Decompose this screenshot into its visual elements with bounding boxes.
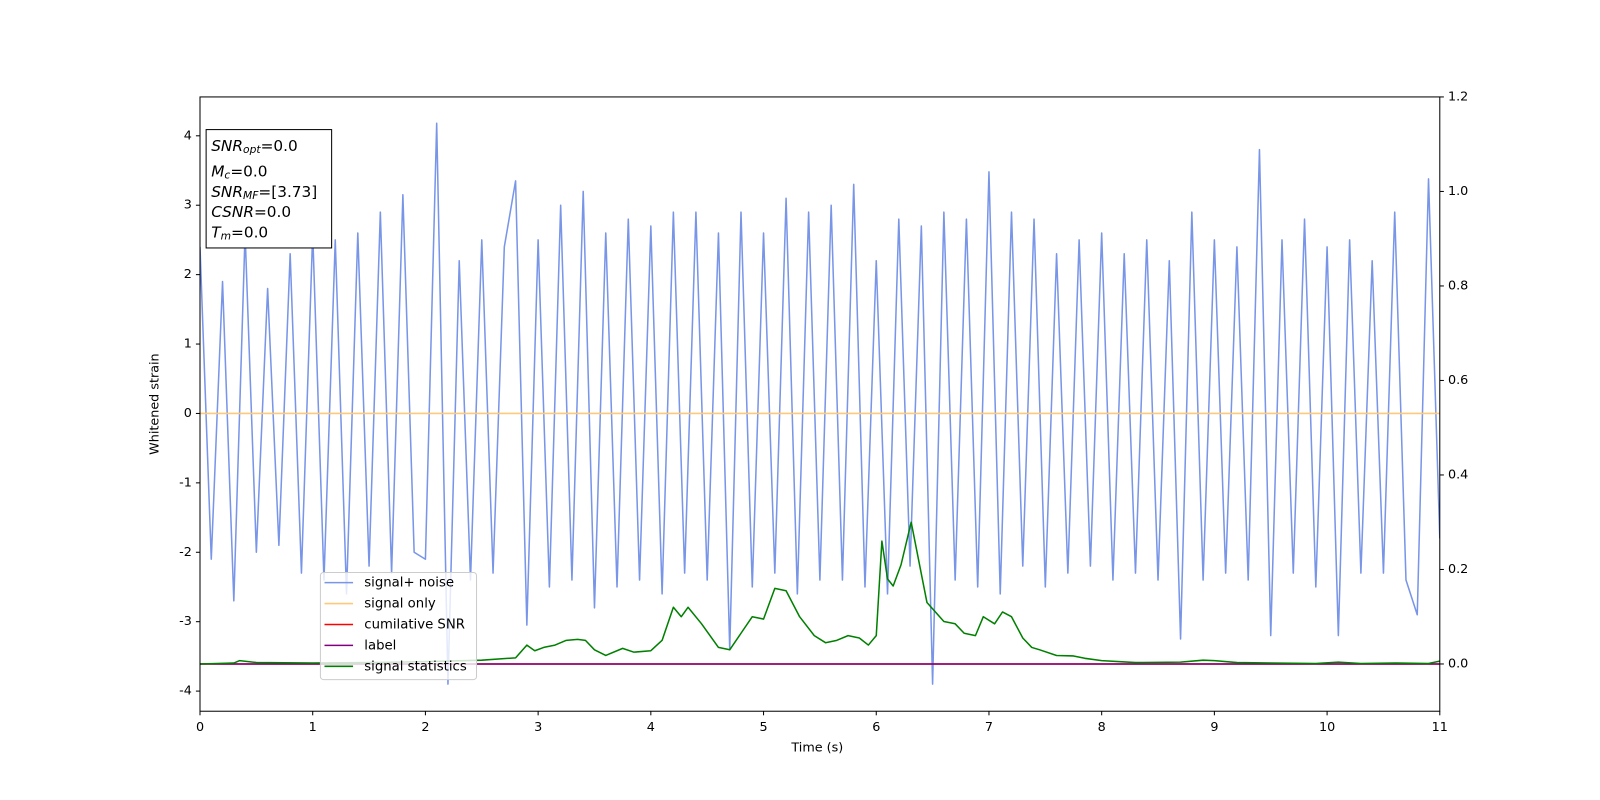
x-tick-label: 0	[196, 720, 204, 735]
y-axis-label: Whitened strain	[148, 353, 163, 454]
annotation-line: SNRMF=[3.73]	[211, 182, 317, 202]
annotation-line: SNRopt=0.0	[211, 136, 298, 156]
legend-label: signal+ noise	[364, 576, 454, 591]
annotation-line: Mc=0.0	[211, 162, 267, 182]
annotation-box	[205, 129, 333, 249]
legend-label: label	[364, 638, 396, 653]
y-tick-label: 3	[184, 198, 192, 213]
y-tick-label: -4	[179, 684, 192, 699]
annotation-name: CSNR	[211, 203, 254, 221]
y-tick-label: 4	[184, 128, 192, 143]
y2-tick-label: 0.8	[1448, 278, 1468, 293]
legend-label: signal only	[364, 597, 436, 612]
annotation-name: T	[211, 223, 222, 241]
x-tick-label: 3	[534, 720, 542, 735]
annotation-line: Tm=0.0	[211, 223, 268, 243]
annotation-line: CSNR=0.0	[211, 203, 291, 221]
annotation-value: =0.0	[261, 136, 298, 154]
axes-frame	[199, 96, 1441, 712]
annotation-value: =0.0	[254, 203, 291, 221]
legend-box	[319, 571, 478, 681]
y2-tick-label: 1.0	[1448, 184, 1468, 199]
y-tick-label: 0	[184, 406, 192, 421]
y-tick-label: -3	[179, 614, 192, 629]
x-tick-label: 7	[985, 720, 993, 735]
series-line	[200, 521, 1440, 665]
annotation-sub: opt	[243, 143, 261, 156]
x-tick-label: 4	[647, 720, 655, 735]
annotation-sub: c	[224, 169, 230, 182]
x-tick-label: 10	[1319, 720, 1335, 735]
annotation-value: =0.0	[231, 223, 268, 241]
x-tick-label: 8	[1098, 720, 1106, 735]
x-tick-label: 1	[309, 720, 317, 735]
annotation: SNRopt=0.0Mc=0.0SNRMF=[3.73]CSNR=0.0Tm=0…	[211, 136, 317, 242]
annotation-sub: m	[221, 230, 231, 243]
annotation-value: =0.0	[230, 162, 267, 180]
x-tick-label: 5	[759, 720, 767, 735]
y-tick-label: 2	[184, 267, 192, 282]
y2-tick-label: 0.0	[1448, 656, 1468, 671]
annotation-name: SNR	[211, 136, 243, 154]
y-tick-label: 1	[184, 337, 192, 352]
x-axis-label: Time (s)	[790, 740, 843, 755]
x-tick-label: 11	[1432, 720, 1448, 735]
y-tick-label: -1	[179, 475, 192, 490]
x-tick-label: 2	[421, 720, 429, 735]
y2-tick-label: 0.4	[1448, 467, 1468, 482]
x-tick-label: 6	[872, 720, 880, 735]
annotation-value: =[3.73]	[258, 182, 317, 200]
legend-label: cumilative SNR	[364, 617, 465, 632]
y2-tick-label: 1.2	[1448, 89, 1468, 104]
annotation-sub: MF	[243, 189, 259, 202]
annotation-name: SNR	[211, 182, 243, 200]
series-line	[200, 122, 1440, 685]
y2-tick-label: 0.2	[1448, 562, 1468, 577]
x-tick-label: 9	[1210, 720, 1218, 735]
legend: signal+ noise signal only cumilative SNR la…	[324, 576, 467, 674]
y2-tick-label: 0.6	[1448, 373, 1468, 388]
y-tick-label: -2	[179, 545, 192, 560]
annotation-name: M	[211, 162, 224, 180]
legend-label: signal statistics	[364, 659, 467, 674]
